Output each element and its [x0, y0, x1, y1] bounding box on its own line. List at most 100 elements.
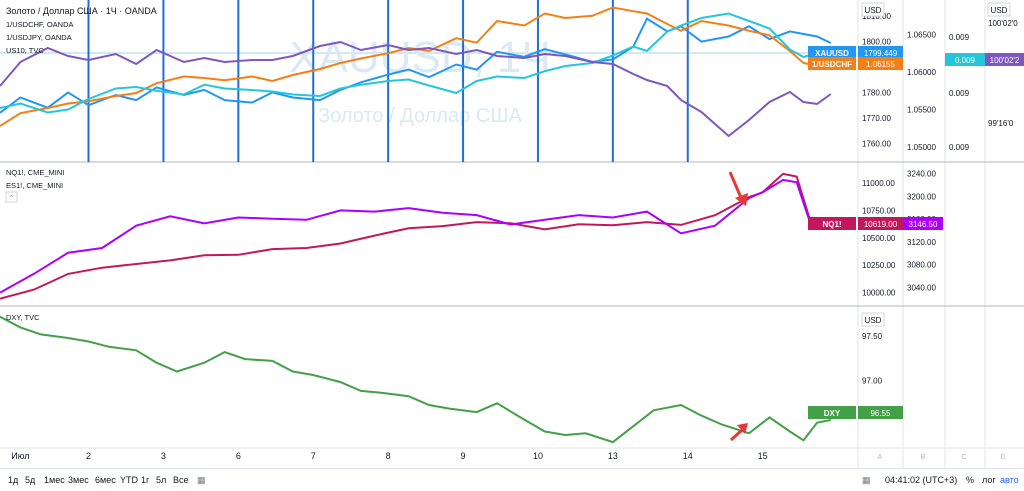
- time-tick-7: 10: [533, 451, 543, 461]
- bot-name-tag-0: [808, 406, 856, 419]
- auto-scale-button[interactable]: авто: [1000, 475, 1019, 485]
- top-name-text-0: XAUUSD: [815, 49, 849, 58]
- top-value-text-3: 100'02'2: [990, 56, 1020, 65]
- mid-axis1-tick-5: 3040.00: [907, 283, 936, 292]
- top-axis1-tick-0: 1.06500: [907, 31, 936, 40]
- percent-scale-button[interactable]: %: [966, 475, 975, 485]
- arrow-up-dxy-head: [737, 423, 748, 434]
- top-legend-2: 1/USDJPY, OANDA: [6, 33, 72, 42]
- chevron-up-icon: ⌃: [9, 194, 15, 202]
- bot-legend-0: DXY, TVC: [6, 313, 40, 322]
- timeframe-button-2[interactable]: 1мес: [44, 475, 65, 485]
- timeframe-button-8[interactable]: Все: [173, 475, 189, 485]
- top-legend-0: Золото / Доллар США · 1Ч · OANDA: [6, 6, 157, 16]
- time-tick-5: 8: [386, 451, 391, 461]
- scale-column-3: D: [1000, 454, 1005, 461]
- time-tick-9: 14: [683, 451, 693, 461]
- top-value-text-2: 0.009: [955, 56, 976, 65]
- timeframe-button-3[interactable]: 3мес: [68, 475, 89, 485]
- time-tick-4: 7: [311, 451, 316, 461]
- bottom-axis-tick-1: 97.00: [862, 376, 883, 385]
- mid-value-text-0: 10619.00: [864, 220, 898, 229]
- mid-value-tag-0: [858, 217, 903, 230]
- top-legend-3: US10, TVC: [6, 46, 44, 55]
- top-axis0-tick-0: 1810.00: [862, 12, 891, 21]
- usd-currency-box-bottom: [861, 312, 885, 327]
- mid-axis0-tick-4: 10000.00: [862, 288, 896, 297]
- top-value-tag-1: [858, 57, 903, 70]
- top-axis0-tick-3: 1780.00: [862, 88, 891, 97]
- mid-name-text-0: NQ1!: [822, 220, 841, 229]
- series-line-bot-0: [0, 315, 831, 444]
- time-tick-6: 9: [461, 451, 466, 461]
- usd-currency-label-top: USD: [865, 6, 882, 15]
- top-value-tag-0: [858, 46, 903, 59]
- arrow-down-nq: [728, 171, 744, 201]
- top-axis2-tick-0: 0.009: [949, 33, 970, 42]
- timeframe-button-4[interactable]: 6мес: [95, 475, 116, 485]
- scale-column-0: A: [878, 454, 883, 461]
- top-axis0-tick-1: 1800.00: [862, 38, 891, 47]
- usd-currency-box-top: [861, 2, 885, 17]
- mid-value-tag-1: [903, 217, 943, 230]
- series-line-mid-0: [0, 172, 831, 300]
- legend-collapse-button[interactable]: [5, 191, 18, 203]
- time-axis[interactable]: Июл 2 3 6 7 8 9 10 13 14 15 A B C D: [11, 451, 1005, 461]
- arrow-annotations[interactable]: [728, 171, 748, 442]
- series-line-top-0: [0, 17, 832, 114]
- top-axis2-tick-2: 0.009: [949, 143, 970, 152]
- series-line-top-3: [0, 40, 832, 138]
- grid: [0, 0, 1024, 468]
- series-line-mid-1: [0, 178, 831, 294]
- time-tick-1: 2: [86, 451, 91, 461]
- top-axis0-tick-5: 1760.00: [862, 139, 891, 148]
- top-axis1-tick-3: 1.05000: [907, 143, 936, 152]
- mid-axis1-tick-4: 3080.00: [907, 261, 936, 270]
- mid-axis1-tick-0: 3240.00: [907, 170, 936, 179]
- bottom-toolbar: 1д 5д 1мес 3мес 6мес YTD 1г 5л Все ▦ ▦ 04:41:02 (…: [0, 468, 1024, 491]
- price-labels: XAUUSD 1799.449 1/USDCHF 1.06155 0.009 100'02…: [808, 46, 1024, 419]
- calendar-icon[interactable]: ▦: [862, 475, 871, 485]
- clock[interactable]: 04:41:02 (UTC+3): [885, 475, 958, 485]
- mid-legend-0: NQ1!, CME_MINI: [6, 168, 64, 177]
- top-axis0-tick-4: 1770.00: [862, 114, 891, 123]
- timeframe-button-0[interactable]: 1д: [8, 475, 19, 485]
- time-tick-2: 3: [161, 451, 166, 461]
- time-tick-3: 6: [236, 451, 241, 461]
- mid-axis1-tick-3: 3120.00: [907, 238, 936, 247]
- mid-axis0-tick-0: 11000.00: [862, 179, 895, 188]
- time-tick-0: Июл: [11, 451, 29, 461]
- bottom-axis-tick-0: 97.50: [862, 332, 883, 341]
- top-axis1-tick-2: 1.05500: [907, 106, 936, 115]
- top-value-tag-2: [945, 53, 985, 66]
- arrow-down-nq-head: [735, 193, 748, 206]
- arrow-up-dxy: [729, 428, 744, 442]
- timeframe-button-1[interactable]: 5д: [25, 475, 36, 485]
- mid-value-text-1: 3146.50: [909, 220, 938, 229]
- watermark: XAUUSD, 1Ч Золото / Доллар США: [289, 33, 551, 127]
- series-line-top-2: [0, 12, 831, 114]
- bot-name-text-0: DXY: [824, 409, 841, 418]
- usd-currency-label-bottom: USD: [865, 316, 882, 325]
- usd-currency-label-bond: USD: [991, 6, 1008, 15]
- timeframe-button-7[interactable]: 5л: [156, 475, 167, 485]
- scale-column-1: B: [921, 454, 926, 461]
- top-name-text-1: 1/USDCHF: [812, 60, 852, 69]
- price-scales[interactable]: 1810.001800.001790.001780.001770.001760.…: [861, 2, 1018, 385]
- time-tick-8: 13: [608, 451, 618, 461]
- top-value-text-0: 1799.449: [864, 49, 898, 58]
- top-name-tag-1: [808, 57, 856, 70]
- timeframe-button-5[interactable]: YTD: [120, 475, 138, 485]
- session-vlines[interactable]: [87, 0, 689, 162]
- bot-value-text-0: 96.55: [870, 409, 891, 418]
- series-layer: [0, 6, 832, 444]
- timeframe-button-6[interactable]: 1г: [141, 475, 150, 485]
- mid-axis0-tick-3: 10250.00: [862, 261, 896, 270]
- date-range-icon[interactable]: ▦: [197, 475, 206, 485]
- legends: Золото / Доллар США · 1Ч · OANDA 1/USDCHF…: [5, 6, 157, 322]
- top-axis1-tick-1: 1.06000: [907, 68, 936, 77]
- log-scale-button[interactable]: лог: [982, 475, 996, 485]
- top-axis2-tick-1: 0.009: [949, 89, 970, 98]
- time-tick-10: 15: [758, 451, 768, 461]
